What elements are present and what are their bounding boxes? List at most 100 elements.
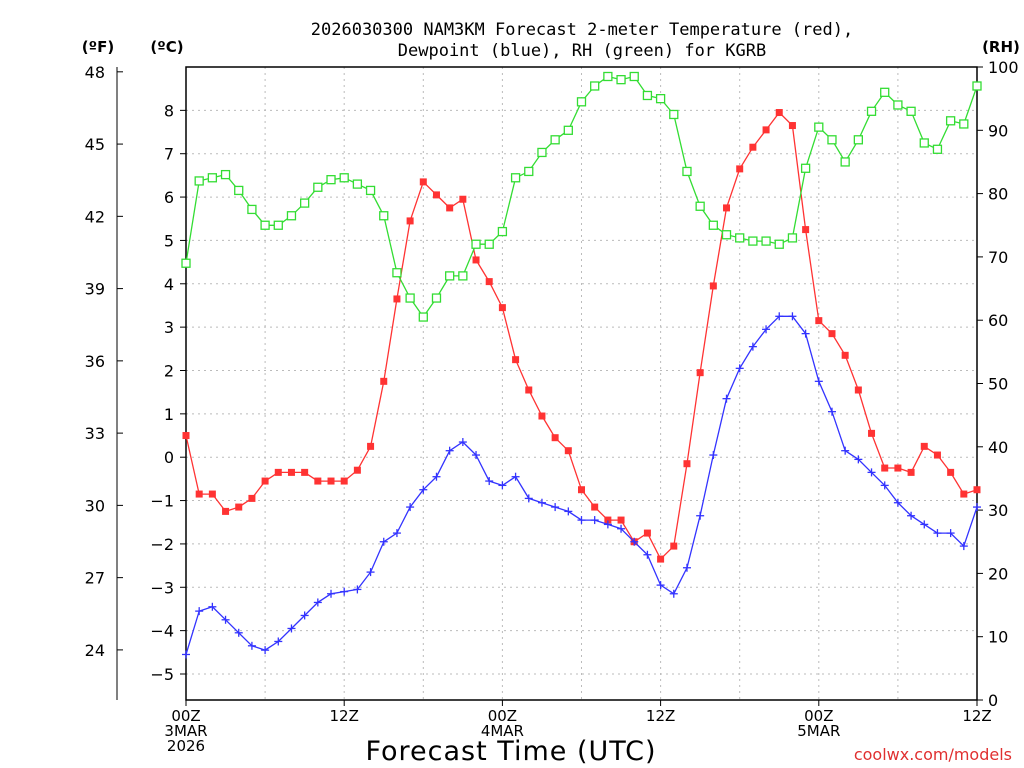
rh-point (827, 135, 837, 145)
plot-frame (185, 66, 978, 701)
dewpoint-point (735, 364, 744, 373)
rh-point (326, 175, 336, 185)
rh-point (800, 163, 811, 173)
rh-point (906, 106, 916, 116)
temperature-point (393, 295, 401, 303)
temperature-point (287, 468, 295, 476)
celsius-tick-label: −1 (150, 492, 174, 511)
rh-point (695, 201, 705, 211)
temperature-point (723, 204, 731, 212)
dewpoint-point (973, 503, 981, 512)
temperature-point (973, 486, 981, 494)
rh-tick-label: 90 (988, 121, 1008, 140)
rh-point (735, 233, 745, 243)
rh-point (603, 71, 613, 82)
temperature-point (617, 516, 625, 524)
celsius-tick-label: 4 (164, 275, 174, 294)
temperature-point (854, 386, 862, 394)
dewpoint-point (379, 537, 388, 546)
fahrenheit-tick-label: 39 (85, 280, 105, 299)
dewpoint-point (445, 446, 454, 455)
temperature-point (340, 477, 348, 485)
temperature-point (248, 494, 256, 502)
dewpoint-point (287, 624, 296, 633)
dewpoint-point (801, 329, 810, 338)
dewpoint-point (893, 498, 902, 507)
temperature-point (604, 516, 612, 524)
rh-point (339, 173, 349, 183)
temperature-point (802, 226, 810, 234)
temperature-point (564, 447, 572, 455)
x-axis-label: Forecast Time (UTC) (365, 736, 656, 767)
rh-point (972, 81, 982, 91)
rh-point (194, 176, 204, 186)
temperature-point (696, 369, 704, 377)
dewpoint-point (261, 646, 270, 655)
celsius-tick-label: 6 (164, 188, 174, 207)
rh-point (787, 233, 798, 243)
celsius-tick-label: 3 (164, 318, 174, 337)
rh-point (379, 211, 389, 221)
rh-tick-label: 40 (988, 438, 1008, 457)
temperature-point (933, 451, 941, 459)
temperature-point (353, 466, 361, 474)
rh-point (840, 157, 850, 167)
rh-point (682, 166, 692, 177)
dewpoint-point (234, 628, 243, 637)
celsius-tick-label: 5 (164, 231, 174, 250)
dewpoint-point (722, 394, 731, 403)
dewpoint-point (406, 503, 415, 512)
temperature-point (788, 122, 796, 130)
dewpoint-point (221, 615, 230, 624)
dewpoint-point (537, 498, 546, 507)
dewpoint-point (669, 589, 678, 598)
dewpoint-point (432, 472, 441, 481)
grid-layer (186, 67, 977, 700)
dewpoint-point (182, 650, 190, 659)
dewpoint-point (551, 503, 560, 512)
fahrenheit-tick-label: 24 (85, 641, 105, 660)
rh-point (484, 239, 494, 249)
rh-point (919, 138, 929, 148)
x-tick-label: 2026 (167, 737, 205, 755)
temperature-point (591, 503, 599, 511)
celsius-tick-label: 1 (164, 405, 174, 424)
temperature-point (512, 356, 520, 364)
x-tick-label: 12Z (330, 707, 359, 725)
dewpoint-point (841, 446, 850, 455)
rh-point (431, 293, 442, 303)
rh-point (550, 135, 560, 145)
rh-point (286, 211, 297, 221)
rh-point (260, 220, 270, 230)
dewpoint-point (327, 589, 336, 598)
credit-text: coolwx.com/models (854, 745, 1012, 764)
rh-point (774, 239, 784, 249)
dewpoint-point (340, 587, 349, 596)
temperature-point (419, 178, 427, 186)
fahrenheit-tick-label: 33 (85, 424, 105, 443)
celsius-tick-label: −2 (150, 535, 174, 554)
dewpoint-point (511, 472, 520, 481)
rh-point (563, 125, 573, 135)
fahrenheit-tick-label: 48 (85, 63, 105, 82)
rh-point (299, 198, 310, 208)
rh-point (352, 179, 363, 189)
celsius-tick-label: 2 (164, 361, 174, 380)
temperature-point (274, 468, 282, 476)
celsius-tick-label: 8 (164, 101, 174, 120)
temperature-point (815, 317, 823, 325)
rh-point (418, 312, 428, 322)
dewpoint-point (709, 451, 718, 460)
temperature-point (314, 477, 322, 485)
dewpoint-point (247, 641, 256, 650)
x-tick-label: 00Z (804, 707, 833, 725)
celsius-tick-label: −4 (150, 622, 174, 641)
rh-point (629, 71, 639, 82)
x-tick-label: 12Z (962, 707, 991, 725)
rh-point (642, 90, 653, 101)
x-tick-label: 5MAR (797, 722, 840, 740)
temperature-point (406, 217, 414, 225)
dewpoint-point (775, 312, 784, 321)
rh-point (880, 87, 890, 97)
